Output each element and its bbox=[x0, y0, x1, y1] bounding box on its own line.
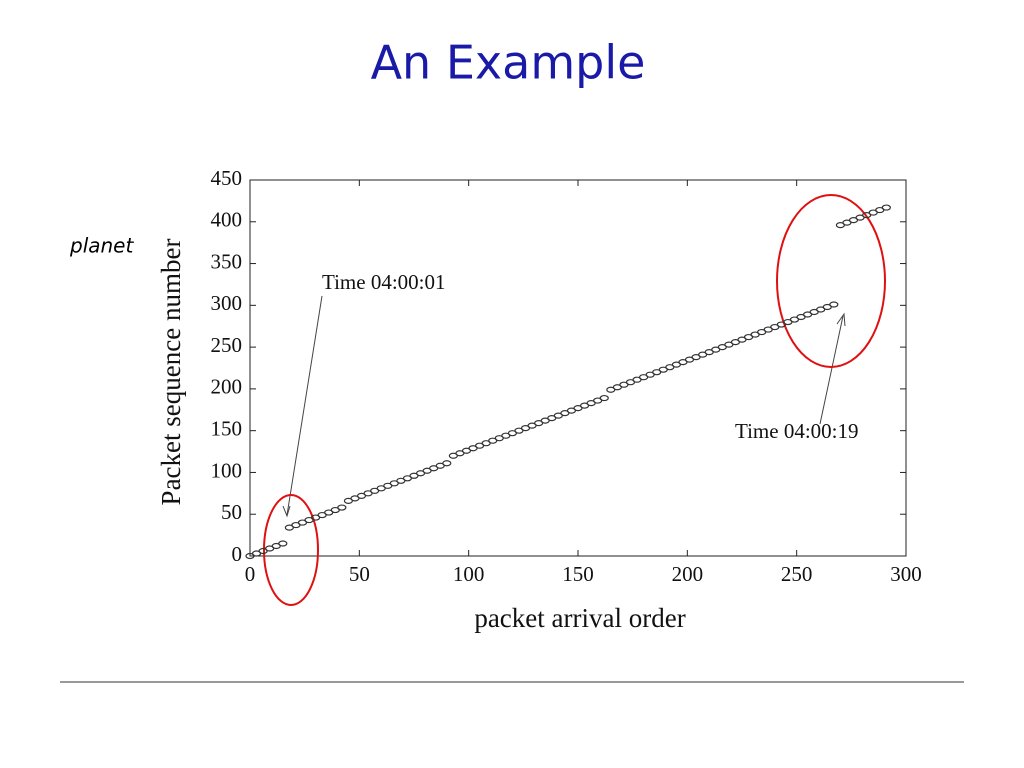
side-text: planet bbox=[69, 234, 134, 258]
y-axis-label: Packet sequence number bbox=[156, 239, 186, 506]
point bbox=[442, 460, 452, 467]
y-tick-label: 400 bbox=[211, 208, 243, 232]
annotation-arrow bbox=[819, 315, 844, 425]
annotation: Time 04:00:19 bbox=[735, 419, 859, 443]
y-tick-label: 150 bbox=[211, 416, 243, 440]
x-tick-label: 150 bbox=[562, 562, 594, 586]
y-tick-label: 250 bbox=[211, 333, 243, 357]
chart-background bbox=[150, 165, 930, 645]
highlight-ellipse bbox=[776, 194, 886, 368]
x-tick-label: 300 bbox=[890, 562, 922, 586]
y-tick-label: 0 bbox=[232, 542, 243, 566]
y-tick-label: 200 bbox=[211, 375, 243, 399]
x-tick-label: 200 bbox=[672, 562, 704, 586]
highlight-ellipse bbox=[263, 494, 319, 606]
x-tick-label: 50 bbox=[349, 562, 370, 586]
slide-title: An Example bbox=[371, 36, 646, 90]
arrow-head bbox=[282, 505, 291, 518]
x-tick-label: 250 bbox=[781, 562, 813, 586]
point bbox=[881, 204, 891, 211]
annotation-arrow bbox=[286, 295, 323, 516]
y-tick-label: 450 bbox=[211, 166, 243, 190]
y-tick-label: 100 bbox=[211, 458, 243, 482]
annotation: Time 04:00:01 bbox=[322, 270, 446, 294]
arrow-head bbox=[836, 312, 846, 327]
y-tick-label: 50 bbox=[221, 500, 242, 524]
point bbox=[599, 394, 609, 402]
point bbox=[278, 540, 288, 547]
x-tick-label: 100 bbox=[453, 562, 485, 586]
point bbox=[829, 301, 839, 308]
point bbox=[337, 504, 347, 511]
x-axis-label: packet arrival order bbox=[474, 603, 685, 633]
x-tick-label: 0 bbox=[245, 562, 256, 586]
y-tick-label: 300 bbox=[211, 291, 243, 315]
y-tick-label: 350 bbox=[211, 249, 243, 273]
